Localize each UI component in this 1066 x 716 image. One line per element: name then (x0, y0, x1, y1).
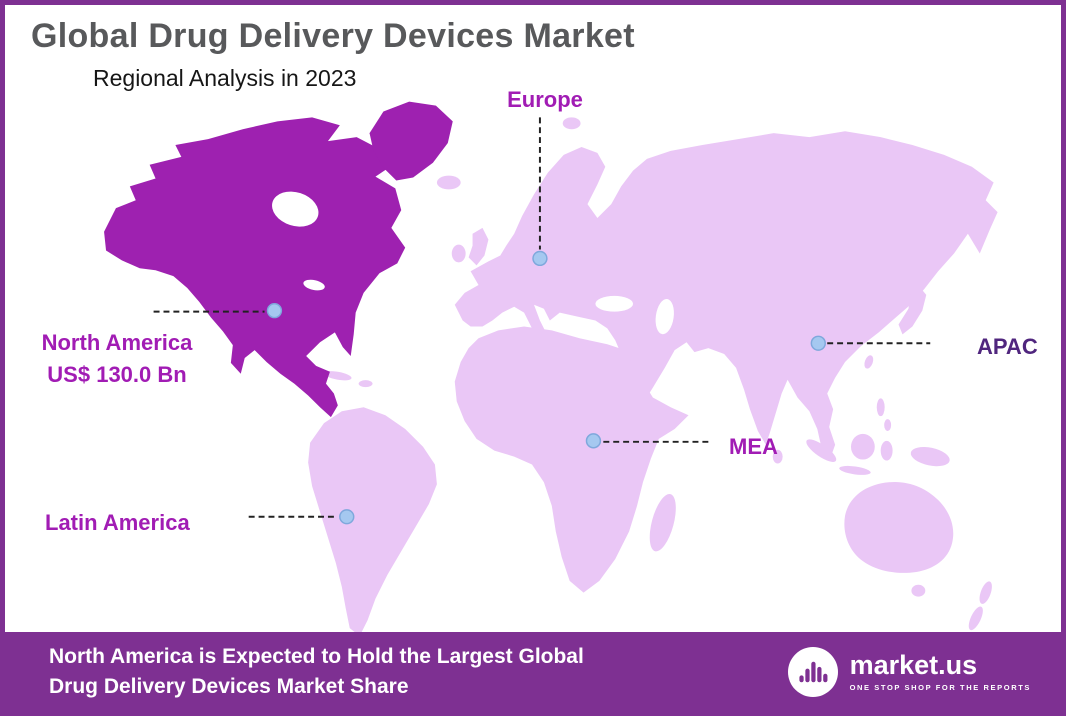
iceland-island (436, 175, 461, 190)
sri-lanka-island (772, 449, 783, 464)
region-markers (266, 250, 826, 525)
region-label-latin-america: Latin America (45, 510, 190, 535)
apac-marker (810, 335, 826, 351)
africa-landmass (454, 326, 689, 593)
latin-america-marker (339, 509, 355, 525)
mea-marker (585, 433, 602, 449)
region-label-apac: APAC (977, 334, 1038, 359)
new-zealand-south-island (968, 606, 983, 631)
footer-headline-line2: Drug Delivery Devices Market Share (49, 674, 409, 698)
inland-seas (272, 191, 674, 335)
eurasia-landmass (454, 131, 998, 459)
footer-headline-line1: North America is Expected to Hold the La… (49, 645, 584, 669)
page-title: Global Drug Delivery Devices Market (31, 17, 635, 55)
sulawesi-island (880, 440, 893, 461)
new-zealand-north-island (979, 581, 992, 604)
black-sea (595, 295, 634, 312)
continents-highlighted (104, 101, 453, 418)
ireland-island (451, 244, 466, 263)
taiwan-island (864, 355, 874, 369)
madagascar-island (649, 493, 676, 552)
greenland-landmass (369, 101, 453, 181)
south-america-landmass (308, 407, 437, 637)
footer-headline: North America is Expected to Hold the La… (49, 642, 584, 701)
new-guinea-island (910, 447, 950, 467)
north-america-name: North America (41, 330, 193, 355)
north-america-marker (266, 303, 283, 319)
connector-lines (153, 117, 931, 518)
region-label-europe: Europe (507, 87, 583, 112)
japan-islands (898, 283, 927, 335)
borneo-island (850, 433, 875, 460)
region-label-north-america: North America US$ 130.0 Bn (13, 327, 221, 391)
brand-text: market.us ONE STOP SHOP FOR THE REPORTS (849, 649, 1031, 692)
great-lakes (303, 279, 325, 291)
cuba-island (324, 371, 352, 381)
brand-logo (787, 646, 838, 697)
waveform-icon (798, 661, 828, 682)
java-island (839, 465, 871, 475)
world-map (104, 101, 998, 637)
caspian-sea (655, 298, 674, 335)
europe-marker (532, 250, 548, 267)
tasmania-island (911, 584, 926, 597)
region-label-mea: MEA (729, 434, 778, 459)
brand-tagline: ONE STOP SHOP FOR THE REPORTS (849, 682, 1031, 692)
philippines-south-island (884, 419, 892, 431)
continents-base (308, 117, 998, 637)
philippines-north-island (876, 398, 885, 417)
hispaniola-island (358, 380, 373, 388)
brand-name: market.us (849, 649, 978, 680)
brand-block: market.us ONE STOP SHOP FOR THE REPORTS (787, 646, 1031, 697)
north-america-value: US$ 130.0 Bn (47, 361, 187, 387)
hudson-bay (272, 191, 319, 227)
sumatra-island (806, 439, 837, 462)
footer-banner: North America is Expected to Hold the La… (5, 632, 1061, 711)
page-subtitle: Regional Analysis in 2023 (93, 65, 357, 91)
united-kingdom-island (468, 227, 489, 266)
australia-landmass (844, 481, 954, 573)
svalbard-island (562, 117, 581, 130)
north-america-landmass (104, 117, 406, 418)
